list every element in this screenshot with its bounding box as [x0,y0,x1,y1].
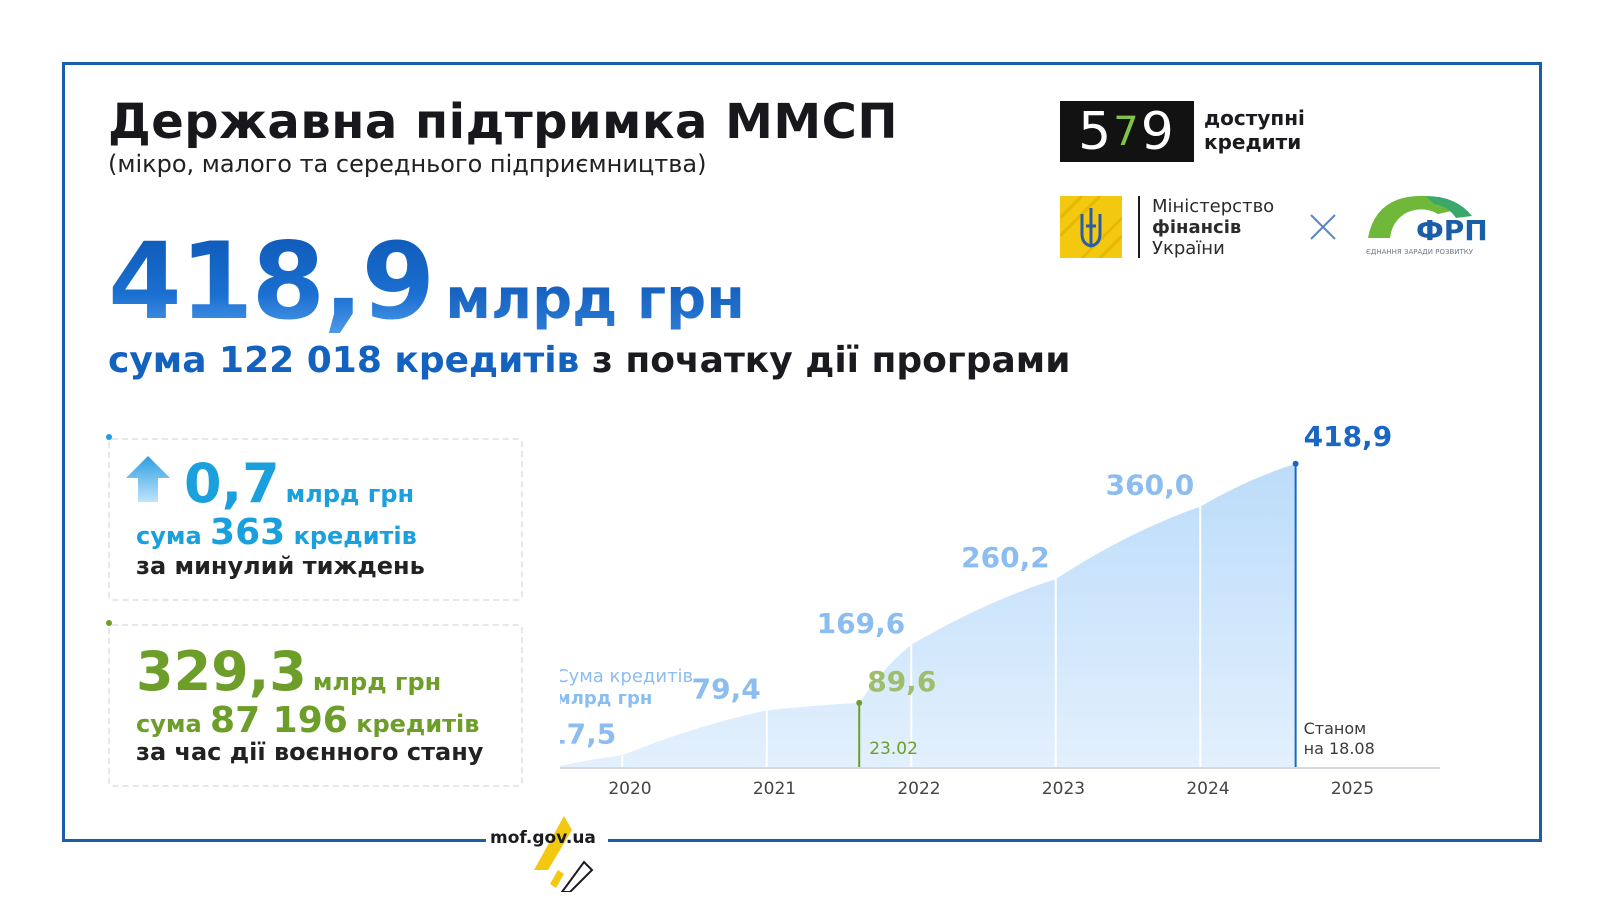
headline-sum-suffix: з початку дії програми [591,340,1071,381]
weekly-period: за минулий тиждень [136,552,425,580]
mof-logo-mark [534,816,594,892]
chart-legend-line2: млрд грн [560,688,652,709]
value-point [856,699,863,706]
weekly-amount-row: 0,7 млрд грн [184,452,414,515]
page-subtitle: (мікро, малого та середнього підприємниц… [108,150,707,178]
x-tick-label: 2023 [1042,779,1085,799]
program-logo-line1: доступні [1204,106,1305,130]
frp-name: ФРП [1416,214,1488,247]
area-layer [560,463,1296,768]
x-tick-label: 2021 [753,779,796,799]
value-label: 418,9 [1304,420,1393,453]
x-axis: 2020 2021 2022 2023 2024 2025 [560,767,1440,799]
x-tick-label: 2025 [1331,779,1374,799]
headline-sum-line: сума 122 018 кредитів з початку дії прог… [108,340,1070,381]
frp-logo: ФРП ЄДНАННЯ ЗАРАДИ РОЗВИТКУ [1366,195,1488,256]
loans-area-chart: 17,5 79,4 89,6 169,6 260,2 360,0 418,9 23.02 Ста… [560,420,1440,799]
chart-legend-line1: Сума кредитів [560,666,693,687]
ministry-line2: фінансів [1152,217,1242,238]
area-fill [560,463,1296,768]
headline-sum-prefix: сума 122 018 кредитів [108,340,580,381]
weekly-count: 363 [210,512,286,553]
frp-tagline: ЄДНАННЯ ЗАРАДИ РОЗВИТКУ [1366,248,1474,256]
war-count-row: сума 87 196 кредитів [136,700,479,741]
headline-amount-row: 418,9 млрд грн [108,220,745,343]
arrow-up-icon [126,456,170,502]
x-tick-label: 2020 [608,779,651,799]
frame-gap [486,830,608,850]
ministry-line1: Міністерство [1152,196,1275,217]
logo-digit-5: 5 [1078,101,1114,162]
war-unit: млрд грн [312,668,442,696]
weekly-card-dot [106,434,112,440]
war-card [108,624,523,787]
war-start-date: 23.02 [869,739,918,759]
value-label: 89,6 [867,665,936,698]
weekly-card [108,438,523,601]
value-label-layer: 17,5 79,4 89,6 169,6 260,2 360,0 418,9 23.02 Ста… [560,420,1392,759]
page-title: Державна підтримка ММСП [108,94,898,150]
weekly-unit: млрд грн [285,480,415,508]
value-label: 169,6 [817,607,906,640]
ministry-logo-text: Міністерство фінансів України [1152,196,1274,259]
value-label: 17,5 [560,717,616,750]
weekly-count-suffix: кредитів [293,522,417,550]
x-tick-label: 2022 [897,779,940,799]
weekly-count-row: сума 363 кредитів [136,512,417,553]
headline-unit: млрд грн [445,267,745,332]
ministry-divider [1138,196,1140,258]
war-count-prefix: сума [136,710,202,738]
cross-icon [1310,214,1336,240]
value-label: 260,2 [961,541,1050,574]
ministry-line3: України [1152,238,1225,259]
logo-digit-9: 9 [1140,101,1176,162]
war-amount-row: 329,3 млрд грн [136,640,441,703]
weekly-amount: 0,7 [184,452,280,515]
war-count: 87 196 [210,700,348,741]
war-period: за час дії воєнного стану [136,738,484,766]
value-point [1292,460,1299,467]
program-logo-line2: кредити [1204,130,1302,154]
site-link[interactable]: mof.gov.ua [490,828,596,848]
war-amount: 329,3 [136,640,307,703]
program-logo-text: доступні кредити [1204,106,1305,154]
value-label: 79,4 [692,672,761,705]
logo-digit-7: 7 [1113,108,1141,155]
headline-amount: 418,9 [108,220,435,343]
divider-layer [621,460,1299,768]
ukraine-trident-icon [1058,194,1124,260]
chart-note-line1: Станом [1304,719,1367,738]
war-card-dot [106,620,112,626]
war-count-suffix: кредитів [356,710,480,738]
content-frame [62,62,1542,842]
chart-note-line2: на 18.08 [1304,739,1375,758]
value-label: 360,0 [1106,469,1195,502]
weekly-count-prefix: сума [136,522,202,550]
x-tick-label: 2024 [1186,779,1229,799]
